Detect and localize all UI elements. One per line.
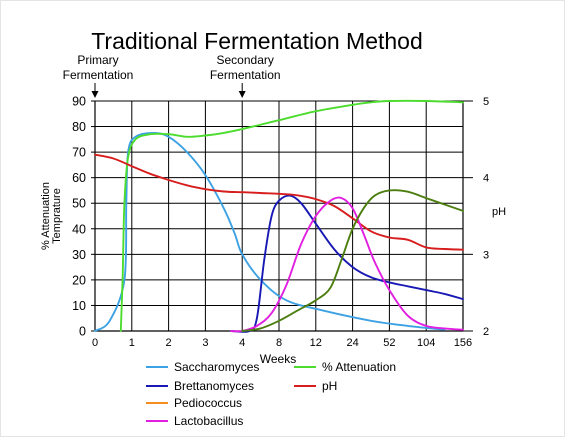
- legend-label-pediococcus: Pediococcus: [174, 396, 242, 410]
- x-tick-label-4: 4: [239, 337, 245, 349]
- legend: Saccharomyces % Attenuation Brettanomyces p…: [146, 360, 396, 428]
- y-tick-label-left-0: 0: [79, 325, 86, 339]
- y-tick-label-right-2: 2: [483, 326, 489, 338]
- y-tick-label-left-80: 80: [72, 120, 86, 134]
- legend-label-saccharomyces: Saccharomyces: [174, 360, 259, 374]
- y-axis-label-right: pH: [492, 206, 506, 218]
- y-tick-label-right-4: 4: [483, 173, 489, 185]
- legend-label-ph: pH: [322, 379, 337, 393]
- x-axis-label: Weeks: [260, 352, 296, 366]
- axes: 0 1 2 3 4 8 12 24 52 104 1560102030405060708090234…: [72, 95, 489, 350]
- x-tick-label-2: 2: [166, 337, 172, 349]
- y-axis-label-left: % Attenuation Temprature: [40, 182, 63, 250]
- x-tick-label-104: 104: [417, 337, 435, 349]
- x-tick-label-3: 3: [202, 337, 208, 349]
- y-tick-label-right-3: 3: [483, 249, 489, 261]
- x-tick-label-1: 1: [129, 337, 135, 349]
- y-axis-label-left-line-2: Temprature: [51, 188, 63, 244]
- y-tick-label-left-10: 10: [72, 299, 86, 313]
- y-tick-label-right-5: 5: [483, 96, 489, 108]
- x-tick-label-0: 0: [92, 337, 98, 349]
- legend-label-brettanomyces: Brettanomyces: [174, 379, 254, 393]
- annotation-1-line-1: Primary: [77, 53, 118, 67]
- series-line-7: [241, 189, 464, 332]
- series-line-brettanomyces: [230, 194, 464, 333]
- series-line-attenuation: [119, 99, 464, 332]
- series-line-ph: [94, 153, 464, 251]
- chart-title: Traditional Fermentation Method: [91, 28, 423, 54]
- annotation-arrow-head-2: [238, 91, 246, 98]
- y-tick-label-left-60: 60: [72, 171, 86, 185]
- y-tick-label-left-70: 70: [72, 146, 86, 160]
- series-line-lactobacillus: [230, 196, 464, 333]
- legend-label-lactobacillus: Lactobacillus: [174, 414, 243, 428]
- y-tick-label-left-50: 50: [72, 197, 86, 211]
- y-tick-label-left-30: 30: [72, 248, 86, 262]
- annotation-1-line-2: Fermentation: [63, 68, 134, 82]
- series-line-saccharomyces: [94, 131, 446, 332]
- y-tick-label-left-40: 40: [72, 222, 86, 236]
- x-tick-label-8: 8: [276, 337, 282, 349]
- legend-label-attenuation: % Attenuation: [322, 360, 396, 374]
- series-group: [94, 99, 464, 333]
- annotation-2-line-1: Secondary: [217, 53, 274, 67]
- annotation-2-line-2: Fermentation: [210, 68, 281, 82]
- x-tick-label-52: 52: [383, 337, 395, 349]
- x-tick-label-156: 156: [454, 337, 472, 349]
- x-tick-label-12: 12: [310, 337, 322, 349]
- annotation-arrow-head-1: [91, 91, 99, 98]
- x-tick-label-24: 24: [346, 337, 358, 349]
- y-tick-label-left-20: 20: [72, 273, 86, 287]
- y-axis-label-left-line-1: % Attenuation: [40, 182, 52, 250]
- y-tick-label-left-90: 90: [72, 95, 86, 109]
